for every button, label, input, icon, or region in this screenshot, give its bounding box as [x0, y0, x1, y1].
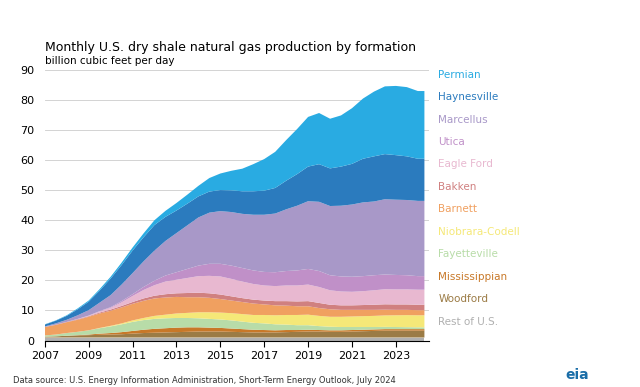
Text: Utica: Utica [438, 137, 465, 147]
Text: Data source: U.S. Energy Information Administration, Short-Term Energy Outlook, : Data source: U.S. Energy Information Adm… [13, 376, 396, 385]
Text: Mississippian: Mississippian [438, 272, 508, 282]
Text: Monthly U.S. dry shale natural gas production by formation: Monthly U.S. dry shale natural gas produ… [45, 41, 416, 54]
Text: Barnett: Barnett [438, 204, 477, 214]
Text: billion cubic feet per day: billion cubic feet per day [45, 56, 174, 66]
Text: eia: eia [565, 368, 589, 382]
Text: Woodford: Woodford [438, 294, 488, 304]
Text: Niobrara-Codell: Niobrara-Codell [438, 227, 520, 237]
Text: Eagle Ford: Eagle Ford [438, 159, 493, 170]
Text: Haynesville: Haynesville [438, 92, 499, 102]
Text: Bakken: Bakken [438, 182, 477, 192]
Text: Fayetteville: Fayetteville [438, 249, 499, 259]
Text: Marcellus: Marcellus [438, 115, 488, 125]
Text: Rest of U.S.: Rest of U.S. [438, 317, 499, 327]
Text: Permian: Permian [438, 70, 481, 80]
